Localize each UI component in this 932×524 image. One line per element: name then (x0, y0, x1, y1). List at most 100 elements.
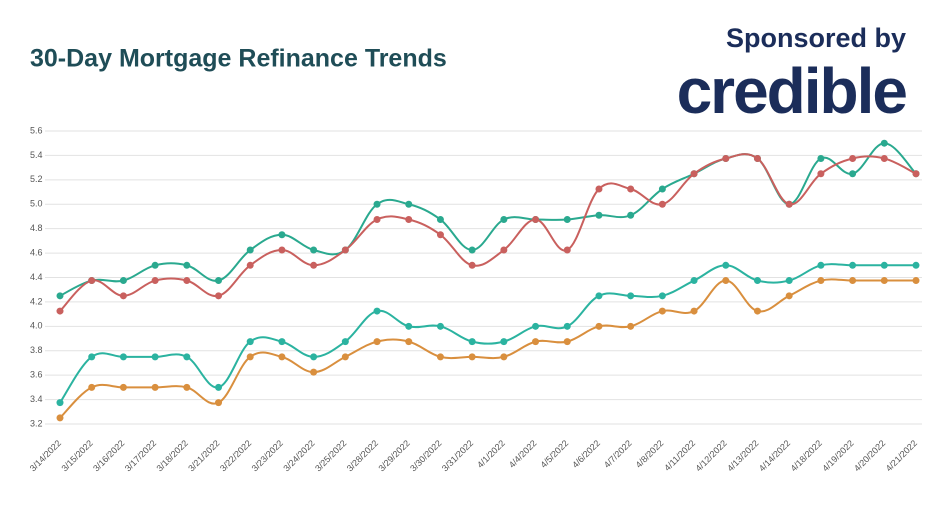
data-point (500, 353, 508, 361)
y-tick-label: 5.2 (30, 174, 43, 184)
data-point (183, 277, 191, 285)
y-tick-label: 5.4 (30, 150, 43, 160)
data-point (246, 338, 254, 346)
data-point (849, 154, 857, 162)
data-point (310, 353, 318, 361)
data-point (500, 216, 508, 224)
x-tick-label: 4/7/2022 (602, 438, 634, 470)
data-point (373, 200, 381, 208)
data-point (278, 338, 286, 346)
y-tick-label: 4.4 (30, 272, 43, 282)
data-point (690, 307, 698, 315)
data-point (627, 211, 635, 219)
x-tick-label: 4/8/2022 (634, 438, 666, 470)
data-point (215, 383, 223, 391)
data-point (119, 277, 127, 285)
data-point (563, 322, 571, 330)
data-point (627, 322, 635, 330)
data-point (183, 383, 191, 391)
data-point (563, 216, 571, 224)
data-point (119, 383, 127, 391)
data-point (246, 261, 254, 269)
data-point (215, 399, 223, 407)
data-point (912, 277, 920, 285)
y-tick-label: 4.0 (30, 321, 43, 331)
x-tick-label: 4/13/2022 (725, 438, 760, 473)
data-point (88, 277, 96, 285)
data-point (405, 216, 413, 224)
x-tick-label: 3/14/2022 (28, 438, 63, 473)
data-point (532, 216, 540, 224)
data-point (595, 292, 603, 300)
data-point (56, 414, 64, 422)
data-point (405, 338, 413, 346)
x-tick-label: 4/12/2022 (693, 438, 728, 473)
data-point (436, 353, 444, 361)
x-tick-label: 3/15/2022 (59, 438, 94, 473)
data-point (373, 338, 381, 346)
data-point (595, 322, 603, 330)
data-point (436, 231, 444, 239)
data-point (500, 338, 508, 346)
data-point (563, 246, 571, 254)
data-point (753, 307, 761, 315)
data-point (215, 277, 223, 285)
x-tick-label: 3/21/2022 (186, 438, 221, 473)
data-point (119, 292, 127, 300)
sponsor-label: Sponsored by (726, 23, 906, 53)
data-point (880, 277, 888, 285)
x-tick-label: 3/31/2022 (440, 438, 475, 473)
y-tick-label: 3.2 (30, 418, 43, 428)
data-point (817, 154, 825, 162)
x-tick-label: 4/14/2022 (757, 438, 792, 473)
data-point (341, 246, 349, 254)
data-point (690, 277, 698, 285)
data-point (151, 353, 159, 361)
data-point (627, 185, 635, 193)
data-point (183, 353, 191, 361)
y-tick-label: 3.4 (30, 394, 43, 404)
sponsor-brand: credible (677, 55, 907, 127)
y-tick-label: 4.8 (30, 223, 43, 233)
data-point (532, 338, 540, 346)
data-point (310, 368, 318, 376)
data-point (690, 170, 698, 178)
data-point (880, 261, 888, 269)
x-tick-label: 4/6/2022 (570, 438, 602, 470)
data-point (817, 277, 825, 285)
data-point (405, 322, 413, 330)
data-point (56, 307, 64, 315)
data-point (341, 353, 349, 361)
y-tick-label: 4.2 (30, 296, 43, 306)
data-point (880, 154, 888, 162)
x-tick-label: 3/28/2022 (345, 438, 380, 473)
data-point (849, 261, 857, 269)
data-point (563, 338, 571, 346)
y-tick-label: 3.8 (30, 345, 43, 355)
data-point (658, 200, 666, 208)
series-line (59, 263, 916, 404)
data-point (468, 261, 476, 269)
data-point (500, 246, 508, 254)
data-point (310, 261, 318, 269)
data-point (658, 307, 666, 315)
data-point (627, 292, 635, 300)
series-line (59, 278, 916, 419)
data-point (753, 277, 761, 285)
data-point (912, 261, 920, 269)
x-tick-label: 3/17/2022 (123, 438, 158, 473)
data-point (151, 261, 159, 269)
data-point (278, 246, 286, 254)
chart-title: 30-Day Mortgage Refinance Trends (30, 45, 447, 73)
data-point (341, 338, 349, 346)
x-tick-label: 4/1/2022 (475, 438, 507, 470)
x-tick-label: 4/4/2022 (507, 438, 539, 470)
x-tick-label: 3/29/2022 (376, 438, 411, 473)
data-point (658, 292, 666, 300)
data-point (56, 399, 64, 407)
x-tick-label: 4/11/2022 (662, 438, 697, 473)
data-point (817, 261, 825, 269)
data-point (658, 185, 666, 193)
data-point (532, 322, 540, 330)
data-point (722, 261, 730, 269)
